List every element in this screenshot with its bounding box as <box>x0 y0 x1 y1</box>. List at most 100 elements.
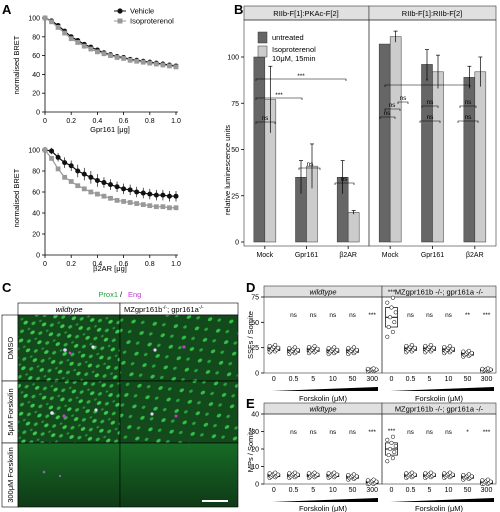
micro-wt-300um <box>17 442 121 508</box>
b-xtick-label: β2AR <box>466 252 484 259</box>
d-xtick-label: 0 <box>272 376 276 383</box>
d-point <box>295 347 300 352</box>
d-header-wt: wildtype <box>309 288 336 297</box>
a-top-ytick-label: 60 <box>32 53 40 60</box>
a-bot-ytick-label: 80 <box>32 169 40 176</box>
c-header-mutant: MZgpr161b-/-; gpr161a-/- <box>124 305 204 314</box>
b-ytick-label: 0 <box>235 240 239 247</box>
a-top-xtick-label: 0.4 <box>93 118 103 125</box>
a-bot-xtick-label: 0.8 <box>145 261 155 268</box>
d-point <box>273 342 278 348</box>
d-xtick-label: 10 <box>329 376 337 383</box>
e-point <box>393 443 398 448</box>
a-bot-point <box>160 192 166 198</box>
d-point <box>351 345 356 350</box>
e-point <box>390 434 395 439</box>
a-bot-point <box>166 193 172 199</box>
b-bar-untreated <box>253 56 266 243</box>
e-ytick-label: 30 <box>251 429 259 436</box>
d-point <box>480 366 485 371</box>
a-bottom-chart: 0 20 40 60 80 100 0 0.2 0.4 0.6 0.8 1.0 normalised … <box>12 146 181 273</box>
d-point <box>365 366 371 371</box>
a-top-point <box>75 40 81 45</box>
a-bot-point <box>101 180 107 186</box>
a-top-ytick-label: 0 <box>36 110 40 117</box>
a-top-xtick-label: 0.6 <box>119 118 129 125</box>
b-bar-isoproterenol <box>474 71 487 243</box>
a-top-point <box>81 43 87 49</box>
a-bot-point <box>62 160 68 166</box>
d-point <box>312 344 317 349</box>
a-bot-point <box>121 186 127 192</box>
legend-isoproterenol-line1: Isoproterenol <box>272 45 316 54</box>
b-xtick-label: Gpr161 <box>295 252 318 259</box>
e-point <box>390 456 395 461</box>
e-header-wt: wildtype <box>309 405 336 414</box>
a-bot-point <box>173 205 179 211</box>
b-ytick-label: 75 <box>231 101 239 108</box>
d-point <box>315 346 320 351</box>
a-top-ytick-label: 80 <box>32 34 40 41</box>
a-bot-point <box>101 193 107 199</box>
a-bot-point <box>75 183 81 189</box>
d-point <box>389 305 394 310</box>
d-point <box>428 342 433 348</box>
e-xtick-label: 0 <box>272 487 276 494</box>
e-point <box>354 474 359 479</box>
e-point <box>334 472 340 477</box>
a-top-xlabel: Gpr161 [μg] <box>90 125 130 134</box>
e-xtick-label: 10 <box>445 487 453 494</box>
d-xtick-label: 0 <box>390 376 394 383</box>
legend-untreated-label: untreated <box>272 33 304 42</box>
a-bot-point <box>108 195 113 201</box>
e-sig-label: *** <box>368 429 376 436</box>
e-point <box>389 440 394 445</box>
e-point <box>442 471 447 476</box>
d-point <box>392 320 397 325</box>
a-bot-point <box>55 166 61 172</box>
d-xlabel-mut: Forskolin (μM) <box>415 394 464 403</box>
stain-eng: Eng <box>128 290 141 299</box>
a-top-point <box>147 60 153 66</box>
a-top-point <box>101 51 107 57</box>
panel-label-b: B <box>234 2 243 17</box>
d-sig-label: ** <box>465 312 471 319</box>
d-xtick-label: 5 <box>428 376 432 383</box>
e-point <box>423 471 428 476</box>
a-bot-point <box>49 148 55 154</box>
d-point <box>466 348 471 353</box>
d-point <box>385 300 390 305</box>
c-column-headers: wildtype MZgpr161b-/-; gpr161a-/- <box>17 302 239 316</box>
stain-slash: / <box>120 290 123 299</box>
d-xtick-label: 10 <box>445 376 453 383</box>
b-sig-9: * <box>426 78 429 85</box>
e-gradient-mut <box>390 498 494 502</box>
a-top-point <box>55 25 61 30</box>
a-top-point <box>167 63 172 69</box>
b-bar-untreated <box>421 64 433 243</box>
a-bot-ytick-label: 60 <box>32 190 40 197</box>
a-bot-point <box>160 204 166 210</box>
a-bot-point <box>42 147 48 153</box>
a-top-point <box>95 49 100 55</box>
b-sig-13: ns <box>465 99 473 106</box>
a-bot-point <box>88 174 94 180</box>
micro-mut-300um <box>119 442 239 508</box>
d-ytick-label: 25 <box>251 345 259 352</box>
a-top-point <box>62 30 68 36</box>
e-point <box>365 478 371 483</box>
legend-untreated-swatch <box>257 31 268 44</box>
e-sig-label: * <box>466 429 469 436</box>
b-sig-7: ns <box>384 110 392 117</box>
e-ytick-label: 10 <box>251 464 259 471</box>
legend-isoproterenol-swatch <box>257 45 268 58</box>
a-bot-point <box>147 191 153 197</box>
a-bot-xtick-label: 0.6 <box>119 261 129 268</box>
d-point <box>346 346 351 351</box>
a-bot-point <box>167 205 172 211</box>
d-point <box>412 345 417 350</box>
a-bot-point <box>108 182 113 188</box>
e-xtick-label: 5 <box>428 487 432 494</box>
b-bar-untreated <box>378 43 391 243</box>
